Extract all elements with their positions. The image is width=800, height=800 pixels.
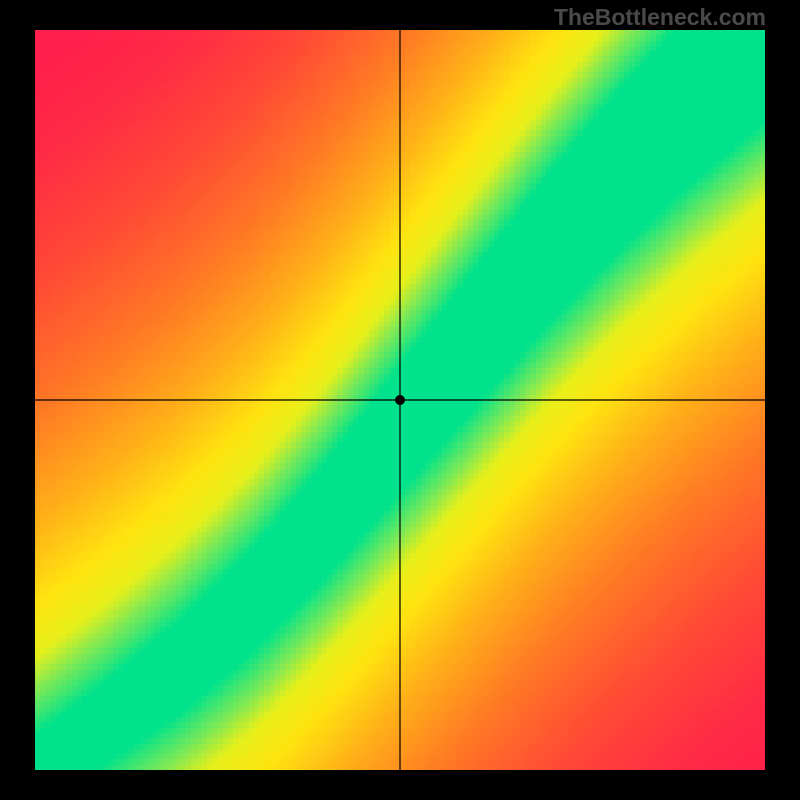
watermark-text: TheBottleneck.com [554, 4, 766, 31]
heatmap-canvas [35, 30, 765, 770]
chart-container: TheBottleneck.com [0, 0, 800, 800]
